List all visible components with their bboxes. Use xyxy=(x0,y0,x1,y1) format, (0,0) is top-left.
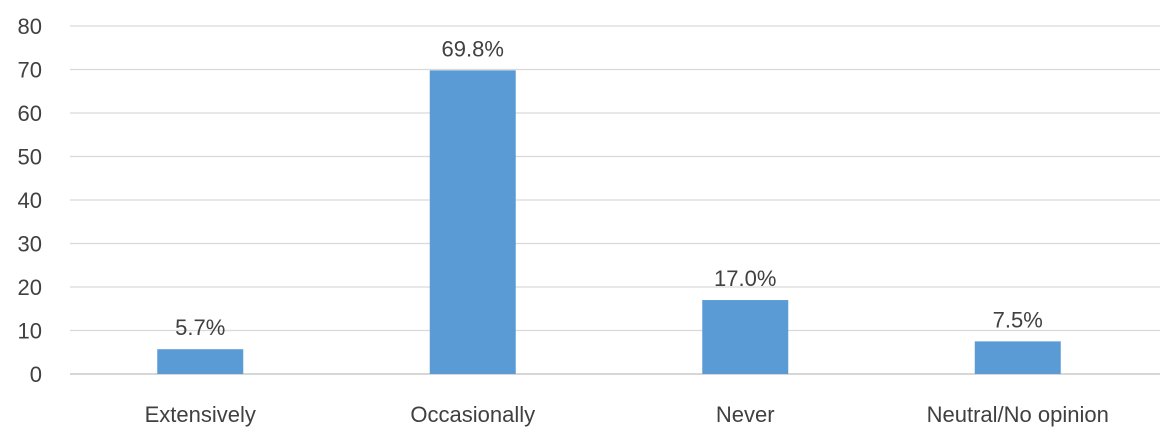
x-tick-label: Neutral/No opinion xyxy=(927,402,1109,427)
x-tick-label: Never xyxy=(716,402,775,427)
bar xyxy=(974,341,1061,374)
y-tick-label: 30 xyxy=(18,232,42,257)
y-tick-label: 0 xyxy=(30,362,42,387)
x-tick-label: Occasionally xyxy=(410,402,535,427)
x-tick-label: Extensively xyxy=(145,402,256,427)
gridlines xyxy=(70,25,1160,375)
y-tick-label: 20 xyxy=(18,275,42,300)
x-axis-ticks: Extensively Occasionally Never Neutral/No o… xyxy=(145,402,1109,427)
bar xyxy=(702,300,789,374)
y-tick-label: 60 xyxy=(18,101,42,126)
y-tick-label: 70 xyxy=(18,58,42,83)
y-axis-ticks: 0 10 20 30 40 50 60 70 80 xyxy=(18,14,42,387)
y-tick-label: 40 xyxy=(18,188,42,213)
bar xyxy=(429,70,516,375)
data-label: 7.5% xyxy=(993,307,1043,332)
data-label: 5.7% xyxy=(175,315,225,340)
y-tick-label: 80 xyxy=(18,14,42,39)
bar xyxy=(157,349,244,374)
y-tick-label: 50 xyxy=(18,145,42,170)
data-label: 69.8% xyxy=(442,36,504,61)
data-labels: 5.7% 69.8% 17.0% 7.5% xyxy=(175,36,1043,340)
y-tick-label: 10 xyxy=(18,319,42,344)
data-label: 17.0% xyxy=(714,266,776,291)
bars xyxy=(157,70,1061,375)
